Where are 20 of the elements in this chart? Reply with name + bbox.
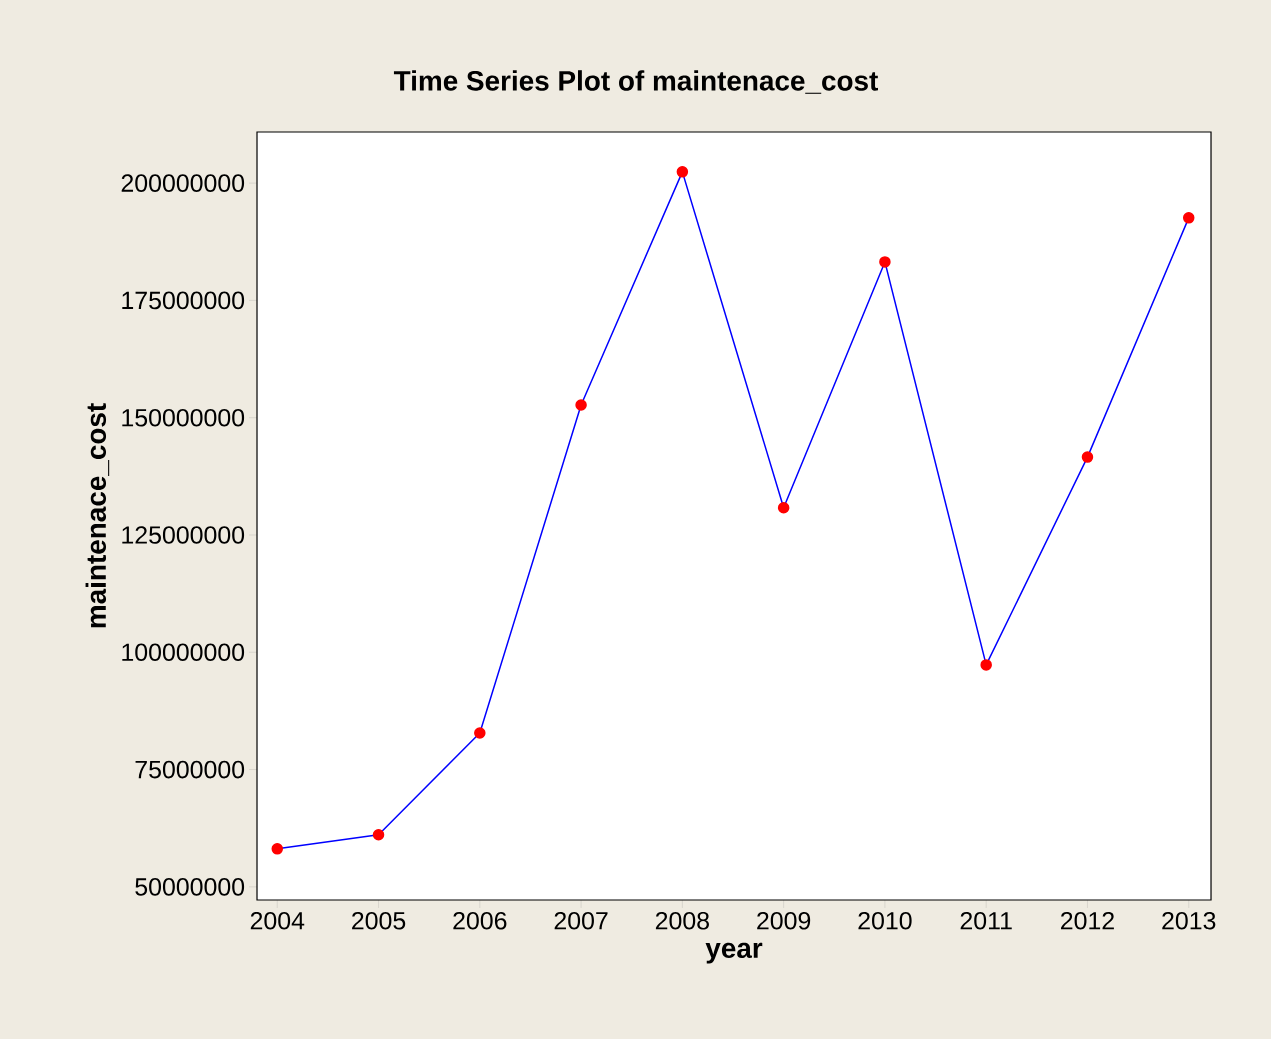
x-tick-label: 2009: [757, 911, 811, 930]
y-tick-label: 125000000: [122, 526, 245, 544]
y-tick-label: 75000000: [135, 760, 245, 779]
x-axis-title: year: [705, 942, 763, 964]
x-tick-label: 2007: [554, 911, 608, 930]
x-tick-label: 2011: [960, 911, 1012, 930]
y-tick-label: 100000000: [122, 643, 245, 662]
y-tick-label: 200000000: [121, 174, 245, 192]
x-tick-label: 2012: [1061, 911, 1114, 930]
x-tick-label: 2008: [655, 911, 709, 930]
x-tick-label: 2010: [858, 911, 912, 930]
x-tick-label: 2005: [352, 911, 406, 930]
y-axis-title: maintenace_cost: [85, 403, 110, 628]
y-tick-label: 50000000: [135, 878, 245, 896]
chart-title: Time Series Plot of maintenace_cost: [393, 70, 879, 94]
x-tick-label: 2004: [250, 911, 305, 930]
x-tick-label: 2006: [453, 911, 507, 930]
y-tick-label: 175000000: [122, 291, 245, 310]
x-tick-label: 2013: [1162, 911, 1216, 930]
y-tick-label: 150000000: [122, 408, 245, 427]
